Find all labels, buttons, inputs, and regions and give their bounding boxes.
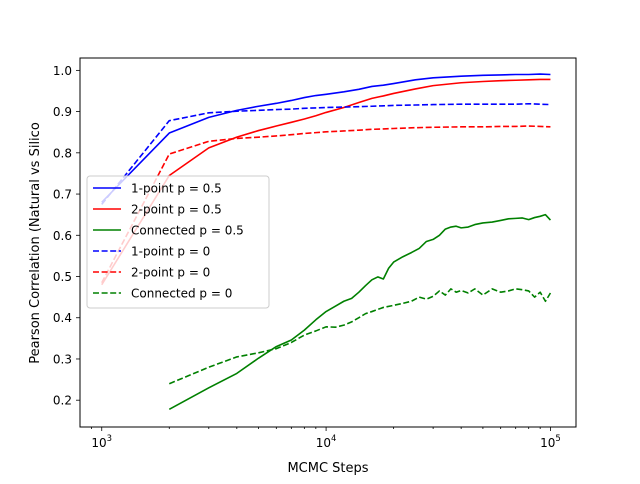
x-tick-label: 103 [91, 434, 112, 450]
y-tick-label: 0.2 [53, 394, 72, 408]
y-tick-label: 0.7 [53, 188, 72, 202]
y-tick-label: 0.4 [53, 311, 72, 325]
y-tick-label: 0.9 [53, 105, 72, 119]
x-tick-label: 104 [316, 434, 337, 450]
legend-label: Connected p = 0 [131, 287, 232, 301]
series-line-5 [168, 288, 552, 385]
series-line-0 [101, 73, 551, 203]
legend-label: 2-point p = 0 [131, 266, 210, 280]
legend-label: 2-point p = 0.5 [131, 203, 222, 217]
series-line-3 [101, 102, 551, 205]
legend: 1-point p = 0.5 2-point p = 0.5 Connected … [86, 175, 270, 309]
series-line-1 [101, 78, 551, 286]
x-tick-label: 105 [540, 434, 561, 450]
y-tick-label: 0.5 [53, 270, 72, 284]
series-line-4 [101, 125, 551, 284]
legend-label: 1-point p = 0.5 [131, 182, 222, 196]
legend-box [86, 175, 270, 309]
y-tick-label: 0.6 [53, 229, 72, 243]
axes-frame [79, 57, 577, 428]
series-line-2 [168, 213, 552, 410]
x-axis-label: MCMC Steps [287, 461, 368, 476]
legend-label: Connected p = 0.5 [131, 224, 244, 238]
y-tick-label: 1.0 [53, 64, 72, 78]
y-tick-label: 0.3 [53, 352, 72, 366]
legend-label: 1-point p = 0 [131, 245, 210, 259]
y-tick-label: 0.8 [53, 146, 72, 160]
y-axis-label: Pearson Correlation (Natural vs Silico [28, 122, 43, 364]
